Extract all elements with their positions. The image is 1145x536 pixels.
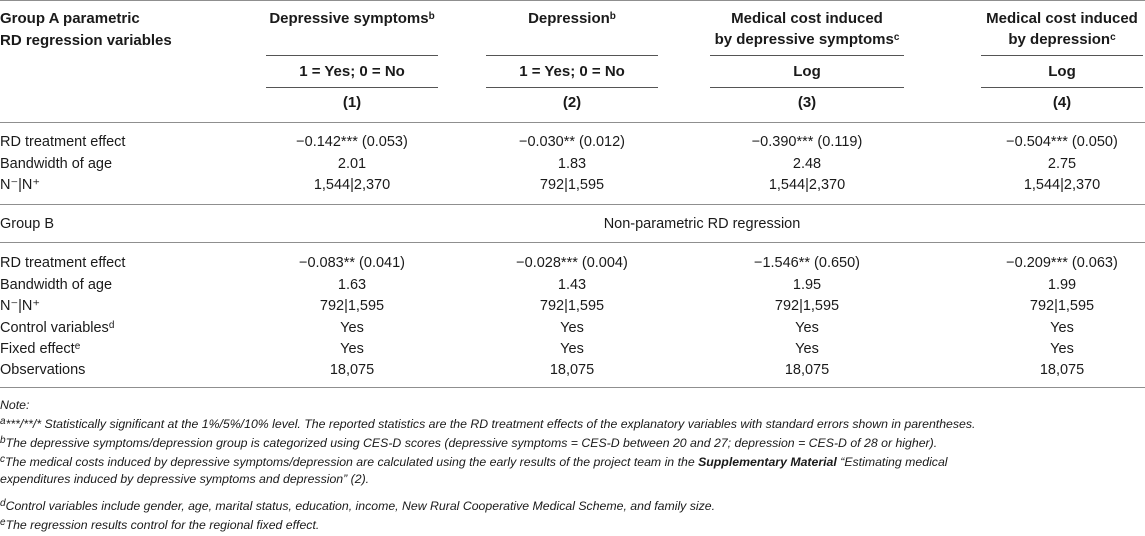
col2-unit: 1 = Yes; 0 = No bbox=[519, 63, 625, 80]
table-cell: Yes bbox=[1050, 320, 1074, 336]
table-cell: 2.48 bbox=[792, 156, 822, 172]
group-b-row-label: RD treatment effect bbox=[0, 255, 126, 271]
col2-index: (2) bbox=[562, 94, 582, 111]
col1-title-rule bbox=[266, 55, 438, 56]
col4-title-rule bbox=[981, 55, 1143, 56]
col4-unit: Log bbox=[1048, 63, 1076, 80]
note-a: a***/**/* Statistically significant at t… bbox=[0, 415, 976, 431]
table-cell: 792|1,595 bbox=[319, 298, 385, 314]
table-cell: −0.083** (0.041) bbox=[298, 255, 406, 271]
table-cell: Yes bbox=[340, 320, 364, 336]
table-cell: −1.546** (0.650) bbox=[753, 255, 861, 271]
note-e: eThe regression results control for the … bbox=[0, 516, 320, 532]
table-cell: 792|1,595 bbox=[539, 298, 605, 314]
table-cell: Yes bbox=[560, 341, 584, 357]
header-bottom-rule bbox=[0, 122, 1145, 123]
table-cell: Yes bbox=[560, 320, 584, 336]
group-b-row-label: Bandwidth of age bbox=[0, 277, 113, 293]
table-cell: 2.75 bbox=[1047, 156, 1077, 172]
col3-title-rule bbox=[710, 55, 904, 56]
table-cell: Yes bbox=[1050, 341, 1074, 357]
table-cell: 1,544|2,370 bbox=[313, 177, 391, 193]
group-b-header-rule bbox=[0, 242, 1145, 243]
col1-unit: 1 = Yes; 0 = No bbox=[299, 63, 405, 80]
group-b-row-label: N⁻|N⁺ bbox=[0, 298, 41, 314]
table-cell: 18,075 bbox=[549, 362, 595, 378]
note-c-continued: expenditures induced by depressive sympt… bbox=[0, 472, 370, 486]
table-cell: 1.83 bbox=[557, 156, 587, 172]
group-a-label-line2: RD regression variables bbox=[0, 32, 172, 49]
col1-unit-rule bbox=[266, 87, 438, 88]
group-a-label-line1: Group A parametric bbox=[0, 10, 140, 27]
group-b-title: Non-parametric RD regression bbox=[603, 216, 801, 232]
table-cell: −0.504*** (0.050) bbox=[1006, 134, 1118, 150]
table-cell: Yes bbox=[795, 341, 819, 357]
table-cell: 2.01 bbox=[337, 156, 367, 172]
table-cell: −0.142*** (0.053) bbox=[296, 134, 408, 150]
col2-title: Depressionb bbox=[528, 10, 616, 27]
notes-title: Note: bbox=[0, 398, 30, 412]
table-cell: 792|1,595 bbox=[539, 177, 605, 193]
table-cell: 1,544|2,370 bbox=[1023, 177, 1101, 193]
group-a-bottom-rule bbox=[0, 204, 1145, 205]
group-a-row-label: Bandwidth of age bbox=[0, 156, 113, 172]
note-b: bThe depressive symptoms/depression grou… bbox=[0, 434, 938, 450]
col3-index: (3) bbox=[797, 94, 817, 111]
group-b-row-label: Fixed effecte bbox=[0, 340, 81, 357]
table-cell: −0.209*** (0.063) bbox=[1006, 255, 1118, 271]
top-rule bbox=[0, 0, 1145, 1]
note-d: dControl variables include gender, age, … bbox=[0, 497, 716, 513]
group-a-row-label: N⁻|N⁺ bbox=[0, 177, 41, 193]
group-b-row-label: Control variablesd bbox=[0, 319, 115, 336]
note-c: cThe medical costs induced by depressive… bbox=[0, 453, 948, 469]
table-cell: 1.63 bbox=[337, 277, 367, 293]
col4-unit-rule bbox=[981, 87, 1143, 88]
table-cell: Yes bbox=[340, 341, 364, 357]
table-cell: −0.028*** (0.004) bbox=[516, 255, 628, 271]
group-b-label: Group B bbox=[0, 216, 54, 232]
col3-title-line2: by depressive symptomsc bbox=[714, 31, 900, 48]
col3-unit-rule bbox=[710, 87, 904, 88]
col1-index: (1) bbox=[342, 94, 362, 111]
col3-title-line1: Medical cost induced bbox=[731, 10, 883, 27]
table-cell: Yes bbox=[795, 320, 819, 336]
table-cell: 792|1,595 bbox=[774, 298, 840, 314]
col2-title-rule bbox=[486, 55, 658, 56]
table-cell: 18,075 bbox=[1039, 362, 1085, 378]
table-cell: −0.030** (0.012) bbox=[518, 134, 626, 150]
col1-title: Depressive symptomsb bbox=[269, 10, 435, 27]
table-cell: 18,075 bbox=[329, 362, 375, 378]
table-cell: 1.99 bbox=[1047, 277, 1077, 293]
table-cell: 1,544|2,370 bbox=[768, 177, 846, 193]
col4-title-line2: by depressionc bbox=[1008, 31, 1116, 48]
col3-unit: Log bbox=[793, 63, 821, 80]
group-b-row-label: Observations bbox=[0, 362, 86, 378]
table-cell: −0.390*** (0.119) bbox=[751, 134, 863, 150]
table-cell: 792|1,595 bbox=[1029, 298, 1095, 314]
table-cell: 18,075 bbox=[784, 362, 830, 378]
col4-index: (4) bbox=[1052, 94, 1072, 111]
col2-unit-rule bbox=[486, 87, 658, 88]
table-bottom-rule bbox=[0, 387, 1145, 388]
table-cell: 1.95 bbox=[792, 277, 822, 293]
col4-title-line1: Medical cost induced bbox=[986, 10, 1138, 27]
table-cell: 1.43 bbox=[557, 277, 587, 293]
group-a-row-label: RD treatment effect bbox=[0, 134, 126, 150]
